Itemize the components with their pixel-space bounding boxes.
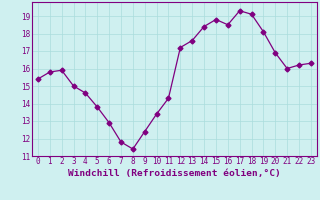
X-axis label: Windchill (Refroidissement éolien,°C): Windchill (Refroidissement éolien,°C) [68,169,281,178]
